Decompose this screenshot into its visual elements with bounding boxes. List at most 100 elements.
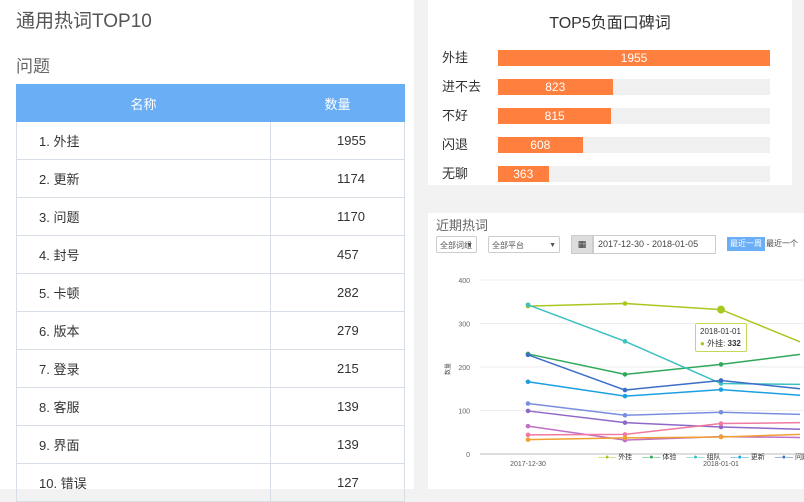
row-count: 1174 bbox=[270, 159, 405, 198]
data-point[interactable] bbox=[622, 387, 628, 393]
data-point[interactable] bbox=[718, 387, 724, 392]
table-row[interactable]: 5. 卡顿 282 bbox=[16, 273, 405, 312]
data-point[interactable] bbox=[718, 409, 724, 415]
data-point[interactable] bbox=[718, 362, 724, 367]
legend-item[interactable]: —●— 更新 bbox=[731, 454, 765, 461]
table-row[interactable]: 8. 客服 139 bbox=[16, 387, 405, 426]
table-row[interactable]: 3. 问题 1170 bbox=[16, 197, 405, 236]
data-point[interactable] bbox=[718, 421, 724, 426]
data-point[interactable] bbox=[622, 435, 628, 441]
column-header-count[interactable]: 数量 bbox=[270, 84, 405, 122]
legend-marker-icon: —●— bbox=[730, 454, 751, 461]
table-header-row: 名称 数量 bbox=[16, 84, 405, 122]
series-line[interactable] bbox=[527, 353, 801, 376]
legend-item[interactable]: —●— 问题 bbox=[775, 454, 804, 461]
row-count: 215 bbox=[270, 349, 405, 388]
word-group-select-value: 全部词组 bbox=[440, 241, 472, 250]
left-panel: 通用热词TOP10 问题 名称 数量 1. 外挂 1955 2. 更新 1174 3. … bbox=[0, 0, 414, 502]
negative-word-value: 1955 bbox=[620, 51, 648, 65]
legend-item[interactable]: —●— 组队 bbox=[686, 454, 720, 461]
calendar-icon[interactable]: ▦ bbox=[571, 235, 593, 254]
data-point[interactable] bbox=[622, 372, 628, 377]
legend-item[interactable]: —●— 体验 bbox=[642, 454, 676, 461]
last-week-button[interactable]: 最近一周 bbox=[727, 237, 765, 251]
series-line[interactable] bbox=[527, 354, 801, 391]
table-row[interactable]: 4. 封号 457 bbox=[16, 235, 405, 274]
platform-select[interactable]: 全部平台 ▼ bbox=[488, 236, 560, 253]
negative-word-bar-track: 1955 bbox=[498, 50, 770, 66]
data-point[interactable] bbox=[718, 378, 724, 383]
tooltip-value-row: ● 外挂: 332 bbox=[700, 339, 741, 348]
table-row[interactable]: 6. 版本 279 bbox=[16, 311, 405, 350]
data-point[interactable] bbox=[525, 432, 531, 438]
data-point[interactable] bbox=[718, 434, 724, 440]
recent-hotwords-panel: 近期热词 全部词组 ▼ 全部平台 ▼ ▦ 2017-12-30 - 2018-01-… bbox=[428, 213, 804, 489]
row-count: 139 bbox=[270, 425, 405, 464]
negative-word-row[interactable]: 外挂 1955 bbox=[428, 49, 792, 67]
data-point[interactable] bbox=[525, 379, 531, 385]
row-name: 4. 封号 bbox=[16, 235, 271, 274]
negative-word-row[interactable]: 闪退 608 bbox=[428, 136, 792, 154]
y-axis-label: 数量 bbox=[444, 363, 452, 375]
row-name: 10. 错误 bbox=[16, 463, 271, 502]
series-line[interactable] bbox=[527, 433, 801, 441]
negative-word-row[interactable]: 不好 815 bbox=[428, 107, 792, 125]
y-tick-label: 100 bbox=[458, 409, 470, 416]
negative-word-row[interactable]: 无聊 363 bbox=[428, 165, 792, 183]
negative-word-bar: 815 bbox=[498, 108, 612, 124]
series-line[interactable] bbox=[527, 425, 801, 441]
legend-marker-icon: —●— bbox=[642, 454, 663, 461]
negative-words-title: TOP5负面口碑词 bbox=[549, 15, 671, 32]
data-point[interactable] bbox=[717, 305, 725, 314]
data-point[interactable] bbox=[622, 420, 628, 425]
table-row[interactable]: 2. 更新 1174 bbox=[16, 159, 405, 198]
table-row[interactable]: 1. 外挂 1955 bbox=[16, 121, 405, 160]
series-line[interactable] bbox=[527, 421, 801, 436]
table-row[interactable]: 10. 错误 127 bbox=[16, 463, 405, 502]
data-point[interactable] bbox=[525, 401, 531, 406]
date-range-input[interactable]: 2017-12-30 - 2018-01-05 bbox=[593, 235, 716, 254]
legend-marker-icon: —●— bbox=[598, 454, 619, 461]
negative-word-bar-track: 608 bbox=[498, 137, 770, 153]
series-line[interactable] bbox=[527, 410, 801, 430]
chart-legend: —●— 外挂—●— 体验—●— 组队—●— 更新—●— 问题 bbox=[598, 452, 804, 462]
row-count: 1955 bbox=[270, 121, 405, 160]
series-line[interactable] bbox=[527, 302, 801, 343]
word-group-select[interactable]: 全部词组 ▼ bbox=[436, 236, 477, 253]
data-point[interactable] bbox=[622, 301, 628, 306]
recent-hotwords-title: 近期热词 bbox=[436, 218, 489, 233]
data-point[interactable] bbox=[718, 424, 724, 430]
data-point[interactable] bbox=[525, 437, 531, 442]
legend-item[interactable]: —●— 外挂 bbox=[598, 454, 632, 461]
negative-word-bar: 608 bbox=[498, 137, 583, 153]
negative-word-bar-track: 823 bbox=[498, 79, 770, 95]
legend-label: 体验 bbox=[662, 454, 677, 461]
top10-table: 名称 数量 1. 外挂 1955 2. 更新 1174 3. 问题 1170 4. 封号 45… bbox=[16, 84, 405, 502]
data-point[interactable] bbox=[622, 339, 628, 344]
last-month-button[interactable]: 最近一个 bbox=[766, 239, 798, 248]
negative-word-bar: 363 bbox=[498, 166, 549, 182]
data-point[interactable] bbox=[525, 423, 531, 429]
table-row[interactable]: 9. 界面 139 bbox=[16, 425, 405, 464]
data-point[interactable] bbox=[622, 432, 628, 437]
data-point[interactable] bbox=[525, 408, 531, 414]
legend-label: 组队 bbox=[706, 454, 721, 461]
row-count: 457 bbox=[270, 235, 405, 274]
platform-select-value: 全部平台 bbox=[492, 241, 524, 250]
table-row[interactable]: 7. 登录 215 bbox=[16, 349, 405, 388]
legend-label: 问题 bbox=[794, 454, 804, 461]
series-line[interactable] bbox=[527, 381, 801, 397]
column-header-name[interactable]: 名称 bbox=[16, 84, 271, 122]
negative-word-bar: 1955 bbox=[498, 50, 770, 66]
negative-word-row[interactable]: 进不去 823 bbox=[428, 78, 792, 96]
series-line[interactable] bbox=[527, 304, 801, 386]
data-point[interactable] bbox=[622, 393, 628, 399]
series-line[interactable] bbox=[527, 402, 801, 417]
data-point[interactable] bbox=[525, 302, 531, 308]
negative-word-label: 外挂 bbox=[442, 50, 469, 65]
data-point[interactable] bbox=[525, 352, 531, 358]
legend-label: 更新 bbox=[750, 454, 765, 461]
row-name: 7. 登录 bbox=[16, 349, 271, 388]
y-tick-label: 400 bbox=[458, 278, 470, 285]
data-point[interactable] bbox=[622, 412, 628, 418]
